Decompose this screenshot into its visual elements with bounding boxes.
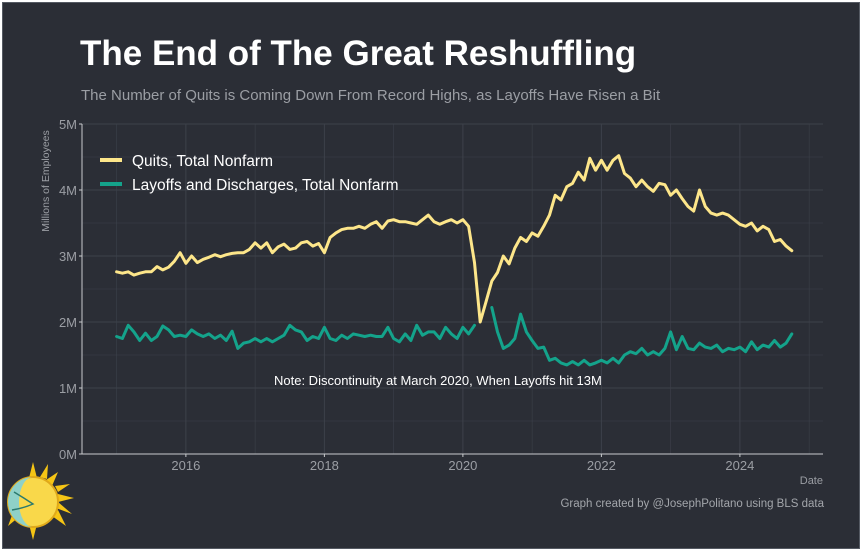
chart-subtitle: The Number of Quits is Coming Down From … [81, 87, 661, 104]
y-axis-label: Millions of Employees [40, 130, 52, 232]
axes: 0M 1M 2M 3M 4M 5M 2016 2018 2020 2022 2024 [59, 117, 823, 473]
y-tick-label: 5M [59, 117, 77, 132]
y-tick-label: 1M [59, 381, 77, 396]
legend-label-quits: Quits, Total Nonfarm [132, 153, 273, 170]
source-credit: Graph created by @JosephPolitano using B… [560, 498, 824, 510]
y-tick-label: 4M [59, 183, 77, 198]
x-tick-label: 2024 [725, 458, 754, 473]
series-layer [115, 154, 794, 367]
sun-logo-icon [7, 462, 74, 540]
series-line-layoffs [490, 306, 794, 367]
chart-title: The End of The Great Reshuffling [80, 34, 637, 73]
x-axis-label: Date [800, 475, 823, 487]
series-line-layoffs [115, 323, 476, 350]
x-tick-label: 2018 [310, 458, 339, 473]
y-tick-label: 3M [59, 249, 77, 264]
y-tick-label: 2M [59, 315, 77, 330]
chart-legend: Quits, Total Nonfarm Layoffs and Dischar… [100, 153, 399, 194]
legend-label-layoffs: Layoffs and Discharges, Total Nonfarm [132, 177, 399, 194]
annotation-note: Note: Discontinuity at March 2020, When … [274, 373, 602, 388]
x-tick-label: 2020 [448, 458, 477, 473]
x-tick-label: 2022 [587, 458, 616, 473]
x-tick-label: 2016 [171, 458, 200, 473]
series-line-quits [115, 154, 794, 324]
y-tick-label: 0M [59, 447, 77, 462]
grid-lines [82, 123, 823, 455]
